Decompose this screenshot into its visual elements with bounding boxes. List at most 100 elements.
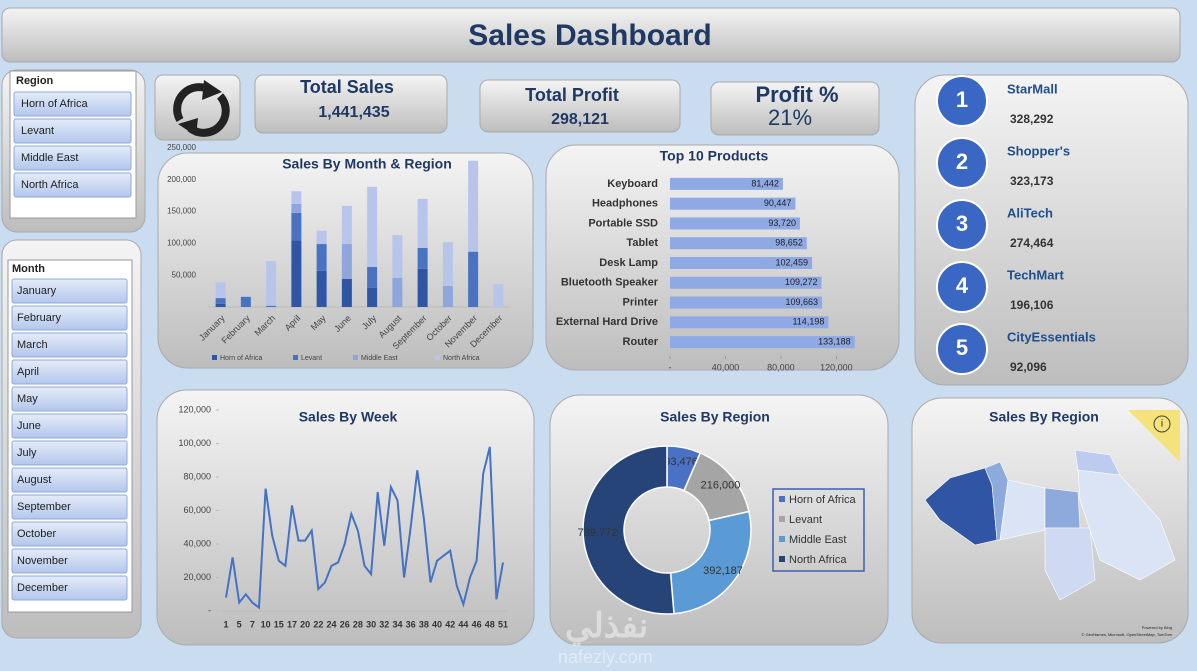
slicer-item-label: September: [17, 501, 71, 513]
slicer-item[interactable]: [11, 413, 128, 439]
slicer-item-label: December: [17, 582, 68, 594]
kpi-value: 1,441,435: [318, 104, 389, 121]
slicer-item[interactable]: [13, 118, 132, 144]
rank-badge: [936, 199, 988, 251]
store-value: 92,096: [1010, 360, 1047, 374]
x-tick-label: 17: [287, 619, 297, 629]
map-region: [999, 479, 1046, 541]
y-tick-label: 40,000: [183, 538, 211, 548]
x-tick-label: 26: [340, 619, 350, 629]
y-tick-label: Router: [623, 336, 659, 348]
rank-number: 2: [956, 149, 968, 174]
bar-segment: [367, 186, 378, 267]
store-value: 323,173: [1010, 174, 1054, 188]
bar-segment: [291, 212, 302, 241]
bar-segment: [291, 203, 302, 213]
slicer-item[interactable]: [11, 521, 128, 547]
y-tick-label: 100,000: [167, 239, 196, 248]
slicer-item-label: May: [17, 393, 38, 405]
y-tick-label: -: [208, 605, 211, 615]
slicer-item-label: July: [17, 447, 37, 459]
bar: [670, 177, 783, 190]
data-label: 114,198: [792, 317, 824, 327]
kpi-label: Total Sales: [300, 77, 394, 97]
y-tick-label: Tablet: [626, 237, 658, 249]
bar-segment: [493, 284, 504, 307]
slicer-item[interactable]: [11, 359, 128, 385]
slicer-item[interactable]: [13, 172, 132, 198]
legend-label: Horn of Africa: [220, 355, 263, 362]
y-tick-label: 100,000: [178, 438, 211, 448]
y-tick-label: Headphones: [592, 198, 658, 210]
chart-panel: [156, 389, 535, 646]
bar: [670, 237, 807, 250]
slicer-item[interactable]: [11, 575, 128, 601]
slicer-item-label: Levant: [21, 125, 54, 137]
store-name: CityEssentials: [1007, 329, 1096, 344]
watermark: نفذلي: [565, 607, 648, 646]
y-tick-label: 200,000: [167, 175, 196, 184]
rank-number: 4: [956, 273, 969, 298]
map-info-icon[interactable]: [1153, 415, 1171, 433]
slicer-item-label: February: [17, 312, 62, 324]
watermark-url: nafezly.com: [558, 647, 653, 667]
slicer-item-label: Middle East: [21, 152, 78, 164]
bar-segment: [442, 242, 453, 287]
bar-segment: [215, 282, 226, 299]
slicer-item-label: January: [17, 285, 57, 297]
bar-segment: [291, 191, 302, 204]
legend-label: North Africa: [443, 355, 480, 362]
x-tick-label: 42: [445, 619, 455, 629]
legend-label: Levant: [789, 514, 822, 526]
slicer-item-label: October: [17, 528, 56, 540]
bar: [670, 336, 855, 349]
slicer-item[interactable]: [13, 91, 132, 117]
slicer-item[interactable]: [11, 548, 128, 574]
slicer-item-label: North Africa: [21, 179, 79, 191]
x-tick-label: 5: [237, 619, 242, 629]
bar-segment: [316, 270, 327, 307]
y-tick-label: Bluetooth Speaker: [561, 277, 659, 289]
kpi-value: 298,121: [551, 111, 609, 128]
kpi-label: Total Profit: [525, 85, 619, 105]
store-value: 196,106: [1010, 298, 1054, 312]
x-tick-label: 7: [250, 619, 255, 629]
x-tick-label: 20: [300, 619, 310, 629]
x-tick-label: 80,000: [767, 362, 795, 372]
slicer-item[interactable]: [11, 278, 128, 304]
slicer-item-label: August: [17, 474, 51, 486]
store-value: 328,292: [1010, 112, 1054, 126]
data-label: 109,663: [786, 297, 819, 307]
slicer-item[interactable]: [13, 145, 132, 171]
legend-swatch: [212, 355, 217, 360]
data-label: 93,720: [768, 218, 796, 228]
rank-badge: [936, 137, 988, 189]
x-tick-label: 34: [392, 619, 402, 629]
x-tick-label: 40,000: [712, 362, 740, 372]
slicer-item[interactable]: [11, 332, 128, 358]
y-tick-label: Portable SSD: [588, 217, 658, 229]
slicer-item[interactable]: [11, 494, 128, 520]
map-powered: Powered by Bing: [1142, 625, 1172, 630]
slicer-item-label: Horn of Africa: [21, 98, 89, 110]
bar-segment: [341, 244, 352, 280]
chart-title: Sales By Month & Region: [282, 156, 452, 172]
slicer-item[interactable]: [11, 386, 128, 412]
donut-slice: [582, 445, 675, 615]
legend-swatch: [779, 516, 785, 522]
kpi-label: Profit %: [755, 82, 838, 107]
rank-number: 1: [956, 87, 968, 112]
map-attribution: © GeoNames, Microsoft, OpenStreetMap, To…: [1082, 632, 1173, 637]
slicer-item[interactable]: [11, 440, 128, 466]
refresh-arrowhead: [202, 80, 222, 100]
y-tick-label: 50,000: [172, 270, 197, 279]
month-slicer-title: Month: [12, 263, 45, 275]
x-tick-label: 32: [379, 619, 389, 629]
map-title: Sales By Region: [989, 409, 1099, 425]
y-tick-label: 150,000: [167, 207, 196, 216]
x-tick-label: 38: [419, 619, 429, 629]
slicer-item[interactable]: [11, 305, 128, 331]
data-label: 739,772: [578, 527, 618, 539]
x-tick-label: 10: [261, 619, 271, 629]
slicer-item[interactable]: [11, 467, 128, 493]
